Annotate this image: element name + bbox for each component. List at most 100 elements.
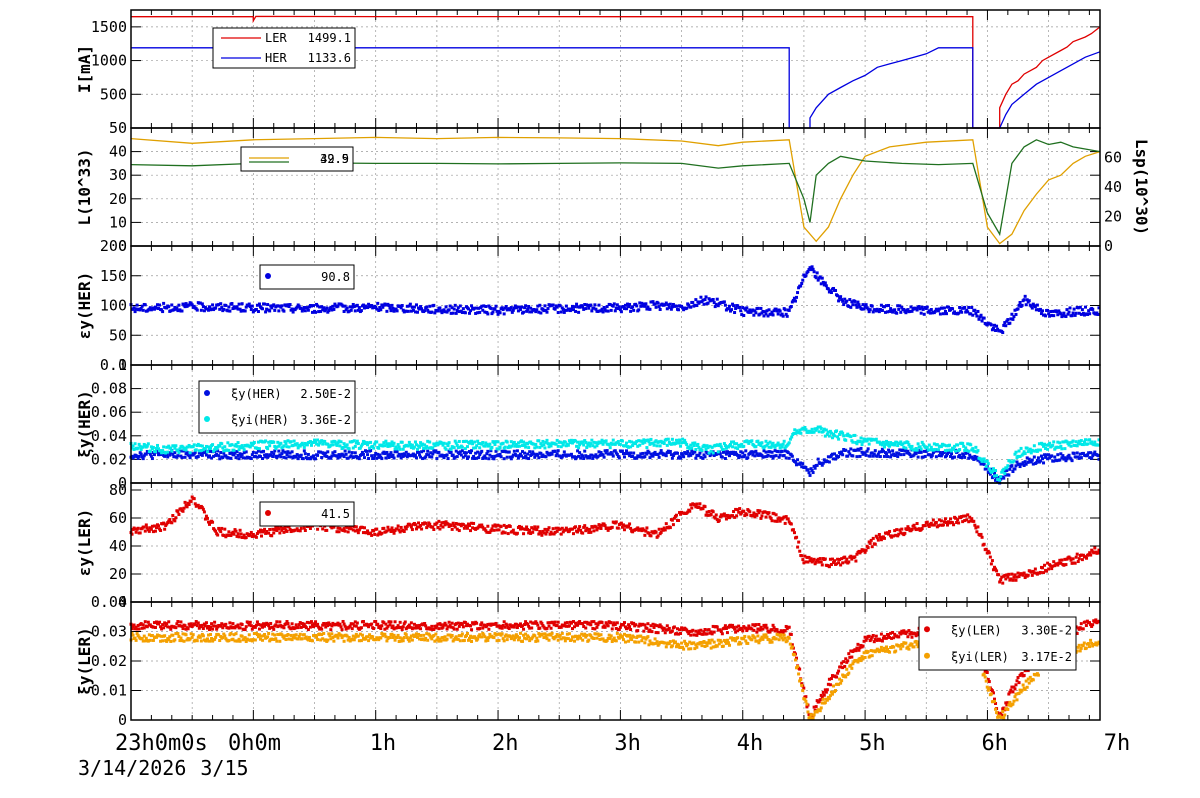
data-point <box>558 527 562 531</box>
data-point <box>346 530 350 534</box>
data-point <box>878 535 882 539</box>
data-point <box>460 449 464 453</box>
data-point <box>236 453 240 457</box>
data-point <box>276 440 280 444</box>
data-point <box>751 308 755 312</box>
data-point <box>693 441 697 445</box>
data-point <box>814 428 818 432</box>
data-point <box>569 307 573 311</box>
data-point <box>1066 441 1070 445</box>
data-point <box>583 449 587 453</box>
data-point <box>762 446 766 450</box>
data-point <box>355 621 359 625</box>
data-point <box>471 526 475 530</box>
data-point <box>1035 303 1039 307</box>
data-point <box>1052 459 1056 463</box>
data-point <box>493 454 497 458</box>
data-point <box>203 450 207 454</box>
legend-box <box>212 27 356 69</box>
data-point <box>809 467 813 471</box>
data-point <box>877 310 881 314</box>
data-point <box>1059 452 1063 456</box>
data-point <box>470 628 474 632</box>
data-point <box>511 308 515 312</box>
data-point <box>868 454 872 458</box>
data-point <box>1018 300 1022 304</box>
data-point <box>337 530 341 534</box>
data-point <box>711 510 715 514</box>
data-point <box>799 284 803 288</box>
data-point <box>499 455 503 459</box>
data-point <box>608 452 612 456</box>
data-point <box>222 449 226 453</box>
data-point <box>171 452 175 456</box>
data-point <box>224 622 228 626</box>
data-point <box>505 440 509 444</box>
data-point <box>627 452 631 456</box>
data-point <box>1081 553 1085 557</box>
data-point <box>560 306 564 310</box>
data-point <box>130 446 134 450</box>
data-point <box>822 427 826 431</box>
data-point <box>486 449 490 453</box>
data-point <box>550 532 554 536</box>
data-point <box>533 525 537 529</box>
data-point <box>204 514 208 518</box>
data-point <box>629 526 633 530</box>
data-point <box>466 307 470 311</box>
data-point <box>470 521 474 525</box>
data-point <box>772 512 776 516</box>
data-point <box>253 454 257 458</box>
data-point <box>422 449 426 453</box>
data-point <box>888 529 892 533</box>
data-point <box>1018 465 1022 469</box>
data-point <box>807 471 811 475</box>
data-point <box>540 533 544 537</box>
data-point <box>789 522 793 526</box>
data-point <box>589 530 593 534</box>
data-point <box>914 452 918 456</box>
data-point <box>703 298 707 302</box>
data-point <box>246 304 250 308</box>
data-point <box>631 530 635 534</box>
data-point <box>1084 555 1088 559</box>
data-point <box>593 454 597 458</box>
data-point <box>464 439 468 443</box>
data-point <box>764 312 768 316</box>
data-point <box>1071 311 1075 315</box>
data-point <box>354 624 358 628</box>
data-point <box>527 446 531 450</box>
data-point <box>920 527 924 531</box>
data-point <box>974 526 978 530</box>
data-point <box>974 445 978 449</box>
data-point <box>796 291 800 295</box>
data-point <box>964 451 968 455</box>
data-point <box>236 623 240 627</box>
data-point <box>313 622 317 626</box>
data-point <box>399 306 403 310</box>
data-point <box>268 626 272 630</box>
data-point <box>378 624 382 628</box>
data-point <box>771 456 775 460</box>
data-point <box>718 452 722 456</box>
data-point <box>537 439 541 443</box>
data-point <box>582 443 586 447</box>
data-point <box>142 626 146 630</box>
y-tick-label: 40 <box>109 537 127 555</box>
data-point <box>496 440 500 444</box>
data-point <box>957 311 961 315</box>
data-point <box>542 309 546 313</box>
data-point <box>440 311 444 315</box>
data-point <box>312 625 316 629</box>
data-point <box>272 531 276 535</box>
data-point <box>485 442 489 446</box>
data-point <box>1004 577 1008 581</box>
data-point <box>419 305 423 309</box>
data-point <box>362 306 366 310</box>
data-point <box>928 311 932 315</box>
series-luminosity-0 <box>130 136 1101 245</box>
data-point <box>1072 451 1076 455</box>
data-point <box>206 520 210 524</box>
data-point <box>833 452 837 456</box>
data-point <box>270 306 274 310</box>
